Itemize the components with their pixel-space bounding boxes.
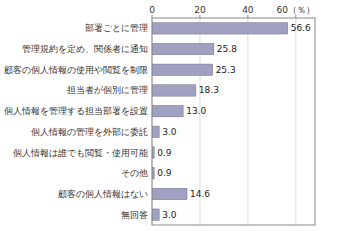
x-axis: 0 20 40 60（％）	[149, 5, 315, 18]
bar	[152, 85, 196, 96]
data-label: 25.3	[216, 65, 236, 75]
data-label: 0.9	[157, 168, 172, 178]
tick-label: 20	[194, 5, 206, 15]
data-label: 0.9	[157, 148, 172, 158]
bar	[152, 188, 187, 199]
bar	[152, 126, 159, 137]
data-label: 3.0	[162, 127, 177, 137]
category-label: 個人情報は誰でも閲覧・使用可能	[13, 148, 148, 158]
category-label: 顧客の個人情報はない	[58, 189, 148, 199]
grid	[152, 18, 296, 225]
data-label: 18.3	[199, 85, 219, 95]
data-label: 56.6	[291, 23, 311, 33]
tick-label: 0	[149, 5, 155, 15]
category-label: 個人情報の管理を外部に委託	[31, 127, 148, 137]
bars	[152, 23, 288, 221]
bar	[152, 23, 288, 34]
category-label: その他	[121, 168, 148, 178]
y-axis: 無回答 顧客の個人情報はない その他 個人情報は誰でも閲覧・使用可能 個人情報の管理を外…	[4, 23, 148, 219]
category-label: 担当者が個別に管理	[67, 85, 148, 95]
tick-label: 60（％）	[277, 5, 315, 15]
tick-label: 40	[242, 5, 254, 15]
plot-frame	[152, 18, 315, 225]
tick-mark	[199, 15, 200, 18]
tick-mark	[152, 15, 153, 18]
data-label: 3.0	[162, 210, 177, 220]
category-label: 部署ごとに管理	[85, 23, 148, 33]
grid-line	[247, 18, 248, 225]
category-label: 管理規約を定め、関係者に通知	[22, 44, 148, 54]
category-label: 無回答	[121, 210, 148, 220]
category-label: 個人情報を管理する担当部署を設置	[4, 106, 148, 116]
data-label: 25.8	[217, 44, 237, 54]
tick-mark	[247, 15, 248, 18]
data-labels: 3.0 14.6 0.9 0.9 3.0 13.0 18.3 25.3 25.8 56.6	[157, 23, 311, 219]
bar	[152, 209, 159, 220]
data-label: 13.0	[186, 106, 206, 116]
bar	[152, 64, 213, 75]
grid-line	[295, 18, 296, 225]
bar	[152, 105, 183, 116]
tick-mark	[295, 15, 296, 18]
category-label: 顧客の個人情報の使用や閲覧を制限	[4, 65, 148, 75]
bar	[152, 43, 214, 54]
data-label: 14.6	[190, 189, 210, 199]
chart: 0 20 40 60（％） 無回答 顧客の個人情報はない その他 個人情報は誰でも閲覧・使用可…	[0, 0, 337, 231]
